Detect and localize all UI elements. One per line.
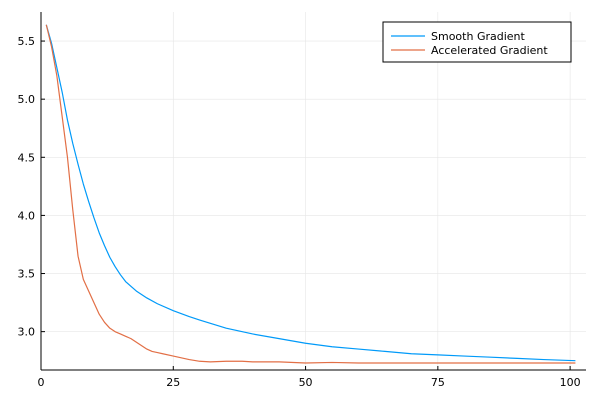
ticks: 0 25 50 75 100 3.0 3.5 4.0 4.5 5.0 5.5 — [18, 35, 581, 389]
series — [45, 24, 576, 364]
y-tick-label: 5.0 — [18, 93, 36, 106]
y-tick-label: 3.0 — [18, 326, 36, 339]
x-tick-label: 25 — [166, 376, 180, 389]
x-tick-label: 50 — [299, 376, 313, 389]
y-tick-label: 3.5 — [18, 268, 36, 281]
y-tick-label: 4.0 — [18, 209, 36, 222]
legend-box — [382, 21, 572, 63]
legend: Smooth Gradient Accelerated Gradient — [382, 21, 572, 63]
x-tick-label: 100 — [560, 376, 581, 389]
legend-label-accelerated-gradient: Accelerated Gradient — [431, 44, 548, 57]
legend-label-smooth-gradient: Smooth Gradient — [431, 30, 526, 43]
y-tick-label: 4.5 — [18, 151, 36, 164]
y-tick-label: 5.5 — [18, 35, 36, 48]
x-tick-label: 75 — [431, 376, 445, 389]
series-line-accelerated-gradient — [45, 24, 576, 364]
x-tick-label: 0 — [38, 376, 45, 389]
series-line-smooth-gradient — [45, 24, 576, 362]
grid — [40, 12, 586, 370]
axes — [40, 12, 586, 371]
